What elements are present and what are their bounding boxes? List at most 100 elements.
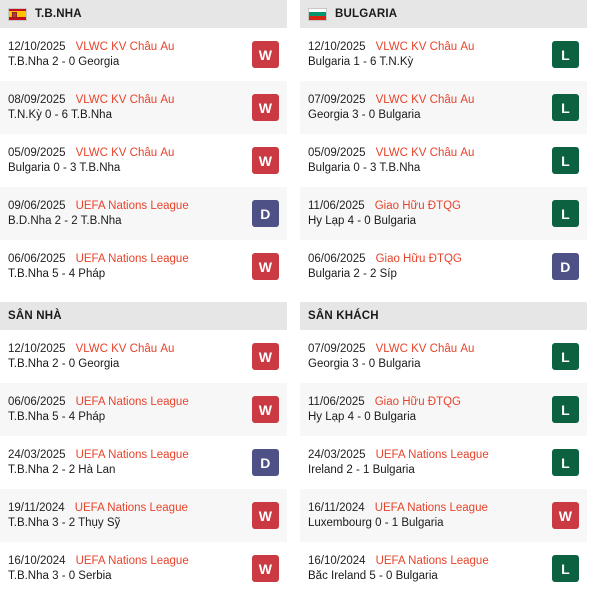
match-list: 07/09/2025 VLWC KV Châu Âu Georgia 3 - 0 B… <box>300 330 587 595</box>
match-row[interactable]: 11/06/2025 Giao Hữu ĐTQG Hy Lạp 4 - 0 Bulg… <box>300 187 587 241</box>
match-competition: UEFA Nations League <box>75 449 189 462</box>
match-row[interactable]: 19/11/2024 UEFA Nations League T.B.Nha 3 -… <box>0 489 287 543</box>
match-info: 11/06/2025 Giao Hữu ĐTQG Hy Lạp 4 - 0 Bulg… <box>308 396 546 423</box>
match-info: 16/10/2024 UEFA Nations League T.B.Nha 3 -… <box>8 555 246 582</box>
match-competition: Giao Hữu ĐTQG <box>374 200 462 213</box>
match-meta: 11/06/2025 Giao Hữu ĐTQG <box>308 396 546 408</box>
match-score: Georgia 3 - 0 Bulgaria <box>308 109 421 122</box>
match-score: T.B.Nha 5 - 4 Pháp <box>8 411 106 424</box>
team-header: BULGARIA <box>300 0 587 29</box>
match-row[interactable]: 08/09/2025 VLWC KV Châu Âu T.N.Kỳ 0 - 6 T.… <box>0 81 287 135</box>
result-badge-w: W <box>252 147 279 175</box>
match-score: T.N.Kỳ 0 - 6 T.B.Nha <box>8 109 112 122</box>
venue-section-header: SÂN KHÁCH <box>300 301 587 331</box>
result-badge-w: W <box>552 502 579 530</box>
match-score: T.B.Nha 5 - 4 Pháp <box>8 268 106 281</box>
match-date: 24/03/2025 <box>8 449 66 462</box>
match-date: 24/03/2025 <box>308 449 366 462</box>
match-row[interactable]: 11/06/2025 Giao Hữu ĐTQG Hy Lạp 4 - 0 Bulg… <box>300 383 587 437</box>
match-list: 12/10/2025 VLWC KV Châu Âu T.B.Nha 2 - 0 G… <box>0 28 287 294</box>
match-competition: VLWC KV Châu Âu <box>75 343 175 356</box>
match-score: T.B.Nha 2 - 2 Hà Lan <box>8 464 116 477</box>
match-row[interactable]: 16/10/2024 UEFA Nations League T.B.Nha 3 -… <box>0 542 287 595</box>
match-competition: VLWC KV Châu Âu <box>75 41 175 54</box>
match-info: 12/10/2025 VLWC KV Châu Âu T.B.Nha 2 - 0 G… <box>8 343 246 370</box>
match-info: 24/03/2025 UEFA Nations League Ireland 2 -… <box>308 449 546 476</box>
team-column-home: T.B.NHA 12/10/2025 VLWC KV Châu Âu T.B.Nha … <box>0 0 287 595</box>
match-row[interactable]: 09/06/2025 UEFA Nations League B.D.Nha 2 -… <box>0 187 287 241</box>
match-date: 16/10/2024 <box>308 555 366 568</box>
match-info: 16/11/2024 UEFA Nations League Luxembourg … <box>308 502 546 529</box>
match-date: 05/09/2025 <box>308 147 366 160</box>
match-score: B.D.Nha 2 - 2 T.B.Nha <box>8 215 122 228</box>
match-row[interactable]: 07/09/2025 VLWC KV Châu Âu Georgia 3 - 0 B… <box>300 81 587 135</box>
match-meta: 16/10/2024 UEFA Nations League <box>308 555 546 567</box>
match-row[interactable]: 05/09/2025 VLWC KV Châu Âu Bulgaria 0 - 3 … <box>300 134 587 188</box>
match-date: 11/06/2025 <box>308 200 365 213</box>
match-meta: 24/03/2025 UEFA Nations League <box>308 449 546 461</box>
match-row[interactable]: 06/06/2025 Giao Hữu ĐTQG Bulgaria 2 - 2 Sí… <box>300 240 587 294</box>
result-badge-l: L <box>552 200 579 228</box>
match-competition: UEFA Nations League <box>75 253 189 266</box>
match-date: 08/09/2025 <box>8 94 66 107</box>
result-badge-l: L <box>552 449 579 477</box>
result-badge-l: L <box>552 94 579 122</box>
flag-bulgaria-icon <box>308 7 327 21</box>
match-row[interactable]: 06/06/2025 UEFA Nations League T.B.Nha 5 -… <box>0 240 287 294</box>
match-row[interactable]: 05/09/2025 VLWC KV Châu Âu Bulgaria 0 - 3 … <box>0 134 287 188</box>
match-info: 06/06/2025 UEFA Nations League T.B.Nha 5 -… <box>8 253 246 280</box>
match-score: Hy Lạp 4 - 0 Bulgaria <box>308 411 417 424</box>
match-score: Bắc Ireland 5 - 0 Bulgaria <box>308 570 438 583</box>
match-competition: UEFA Nations League <box>75 200 189 213</box>
match-date: 05/09/2025 <box>8 147 66 160</box>
match-row[interactable]: 07/09/2025 VLWC KV Châu Âu Georgia 3 - 0 B… <box>300 330 587 384</box>
match-info: 12/10/2025 VLWC KV Châu Âu Bulgaria 1 - 6 … <box>308 41 546 68</box>
result-badge-d: D <box>552 253 579 281</box>
match-meta: 07/09/2025 VLWC KV Châu Âu <box>308 343 546 355</box>
result-badge-w: W <box>252 41 279 69</box>
result-badge-d: D <box>252 449 279 477</box>
section-header-title: SÂN NHÀ <box>8 309 62 322</box>
match-row[interactable]: 16/11/2024 UEFA Nations League Luxembourg … <box>300 489 587 543</box>
match-info: 19/11/2024 UEFA Nations League T.B.Nha 3 -… <box>8 502 246 529</box>
match-row[interactable]: 12/10/2025 VLWC KV Châu Âu Bulgaria 1 - 6 … <box>300 28 587 82</box>
match-info: 12/10/2025 VLWC KV Châu Âu T.B.Nha 2 - 0 G… <box>8 41 246 68</box>
result-badge-w: W <box>252 502 279 530</box>
match-info: 07/09/2025 VLWC KV Châu Âu Georgia 3 - 0 B… <box>308 343 546 370</box>
match-date: 07/09/2025 <box>308 343 366 356</box>
match-meta: 06/06/2025 UEFA Nations League <box>8 253 246 265</box>
match-score: T.B.Nha 2 - 0 Georgia <box>8 358 120 371</box>
match-row[interactable]: 06/06/2025 UEFA Nations League T.B.Nha 5 -… <box>0 383 287 437</box>
match-row[interactable]: 12/10/2025 VLWC KV Châu Âu T.B.Nha 2 - 0 G… <box>0 28 287 82</box>
match-competition: VLWC KV Châu Âu <box>75 94 175 107</box>
match-meta: 12/10/2025 VLWC KV Châu Âu <box>8 41 246 53</box>
match-score: Bulgaria 0 - 3 T.B.Nha <box>308 162 421 175</box>
result-badge-w: W <box>252 396 279 424</box>
result-badge-w: W <box>252 253 279 281</box>
match-info: 09/06/2025 UEFA Nations League B.D.Nha 2 -… <box>8 200 246 227</box>
match-row[interactable]: 12/10/2025 VLWC KV Châu Âu T.B.Nha 2 - 0 G… <box>0 330 287 384</box>
result-badge-l: L <box>552 147 579 175</box>
result-badge-w: W <box>252 94 279 122</box>
match-meta: 12/10/2025 VLWC KV Châu Âu <box>308 41 546 53</box>
match-date: 09/06/2025 <box>8 200 66 213</box>
result-badge-l: L <box>552 343 579 371</box>
match-date: 06/06/2025 <box>8 396 66 409</box>
match-meta: 06/06/2025 UEFA Nations League <box>8 396 246 408</box>
match-meta: 08/09/2025 VLWC KV Châu Âu <box>8 94 246 106</box>
match-competition: VLWC KV Châu Âu <box>375 147 475 160</box>
match-competition: VLWC KV Châu Âu <box>375 343 475 356</box>
match-row[interactable]: 16/10/2024 UEFA Nations League Bắc Ireland… <box>300 542 587 595</box>
match-meta: 12/10/2025 VLWC KV Châu Âu <box>8 343 246 355</box>
match-row[interactable]: 24/03/2025 UEFA Nations League T.B.Nha 2 -… <box>0 436 287 490</box>
match-competition: UEFA Nations League <box>74 502 188 515</box>
match-date: 12/10/2025 <box>8 343 66 356</box>
match-info: 24/03/2025 UEFA Nations League T.B.Nha 2 -… <box>8 449 246 476</box>
match-info: 16/10/2024 UEFA Nations League Bắc Ireland… <box>308 555 546 582</box>
match-score: Bulgaria 0 - 3 T.B.Nha <box>8 162 121 175</box>
match-competition: VLWC KV Châu Âu <box>375 41 475 54</box>
match-score: Hy Lạp 4 - 0 Bulgaria <box>308 215 417 228</box>
match-score: T.B.Nha 2 - 0 Georgia <box>8 56 120 69</box>
match-row[interactable]: 24/03/2025 UEFA Nations League Ireland 2 -… <box>300 436 587 490</box>
match-competition: VLWC KV Châu Âu <box>375 94 475 107</box>
